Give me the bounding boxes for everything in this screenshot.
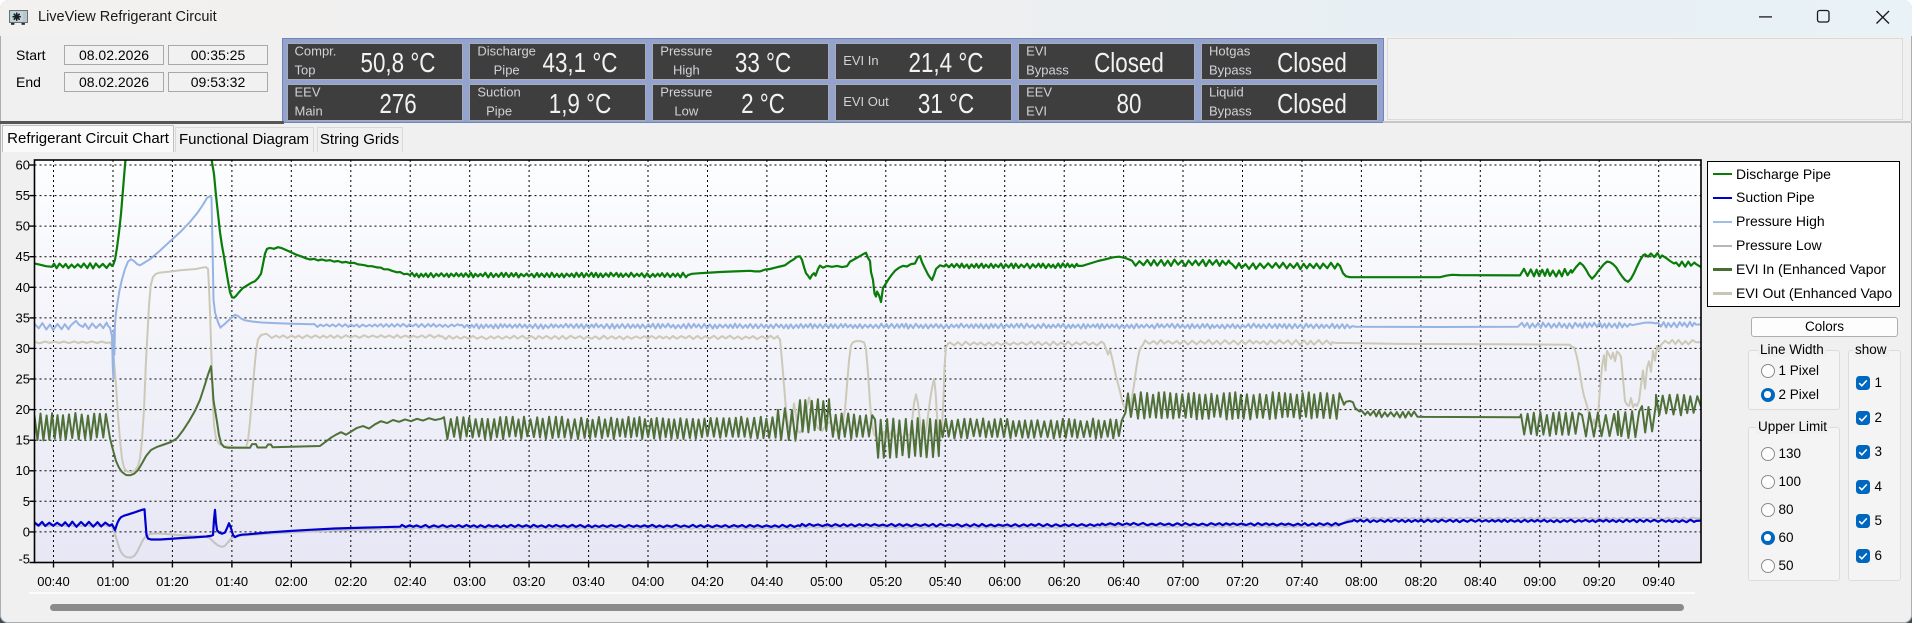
svg-text:07:40: 07:40 xyxy=(1286,574,1319,589)
svg-text:02:40: 02:40 xyxy=(394,574,427,589)
svg-text:10: 10 xyxy=(16,463,30,478)
svg-text:06:40: 06:40 xyxy=(1107,574,1140,589)
svg-text:00:40: 00:40 xyxy=(37,574,70,589)
svg-text:03:20: 03:20 xyxy=(513,574,546,589)
svg-text:07:00: 07:00 xyxy=(1167,574,1200,589)
svg-text:60: 60 xyxy=(16,158,30,173)
svg-text:04:40: 04:40 xyxy=(751,574,784,589)
svg-text:50: 50 xyxy=(16,219,30,234)
svg-text:02:20: 02:20 xyxy=(335,574,368,589)
svg-text:25: 25 xyxy=(16,372,30,387)
svg-text:45: 45 xyxy=(16,249,30,264)
svg-text:01:20: 01:20 xyxy=(156,574,189,589)
svg-text:08:00: 08:00 xyxy=(1345,574,1378,589)
svg-text:30: 30 xyxy=(16,341,30,356)
svg-text:05:40: 05:40 xyxy=(929,574,962,589)
svg-text:04:20: 04:20 xyxy=(691,574,724,589)
svg-text:09:00: 09:00 xyxy=(1524,574,1557,589)
svg-text:04:00: 04:00 xyxy=(632,574,665,589)
svg-text:07:20: 07:20 xyxy=(1226,574,1259,589)
svg-text:03:40: 03:40 xyxy=(572,574,605,589)
svg-text:01:00: 01:00 xyxy=(97,574,130,589)
svg-text:09:40: 09:40 xyxy=(1642,574,1675,589)
svg-text:08:40: 08:40 xyxy=(1464,574,1497,589)
svg-text:15: 15 xyxy=(16,433,30,448)
svg-text:06:00: 06:00 xyxy=(988,574,1021,589)
svg-text:55: 55 xyxy=(16,188,30,203)
svg-text:02:00: 02:00 xyxy=(275,574,308,589)
svg-text:01:40: 01:40 xyxy=(216,574,249,589)
svg-text:03:00: 03:00 xyxy=(453,574,486,589)
svg-text:-5: -5 xyxy=(18,552,30,567)
svg-text:20: 20 xyxy=(16,402,30,417)
svg-text:40: 40 xyxy=(16,280,30,295)
svg-text:5: 5 xyxy=(23,494,30,509)
svg-text:35: 35 xyxy=(16,310,30,325)
svg-text:05:20: 05:20 xyxy=(870,574,903,589)
svg-text:06:20: 06:20 xyxy=(1048,574,1081,589)
svg-text:05:00: 05:00 xyxy=(810,574,843,589)
svg-text:08:20: 08:20 xyxy=(1405,574,1438,589)
svg-text:0: 0 xyxy=(23,524,30,539)
svg-text:09:20: 09:20 xyxy=(1583,574,1616,589)
